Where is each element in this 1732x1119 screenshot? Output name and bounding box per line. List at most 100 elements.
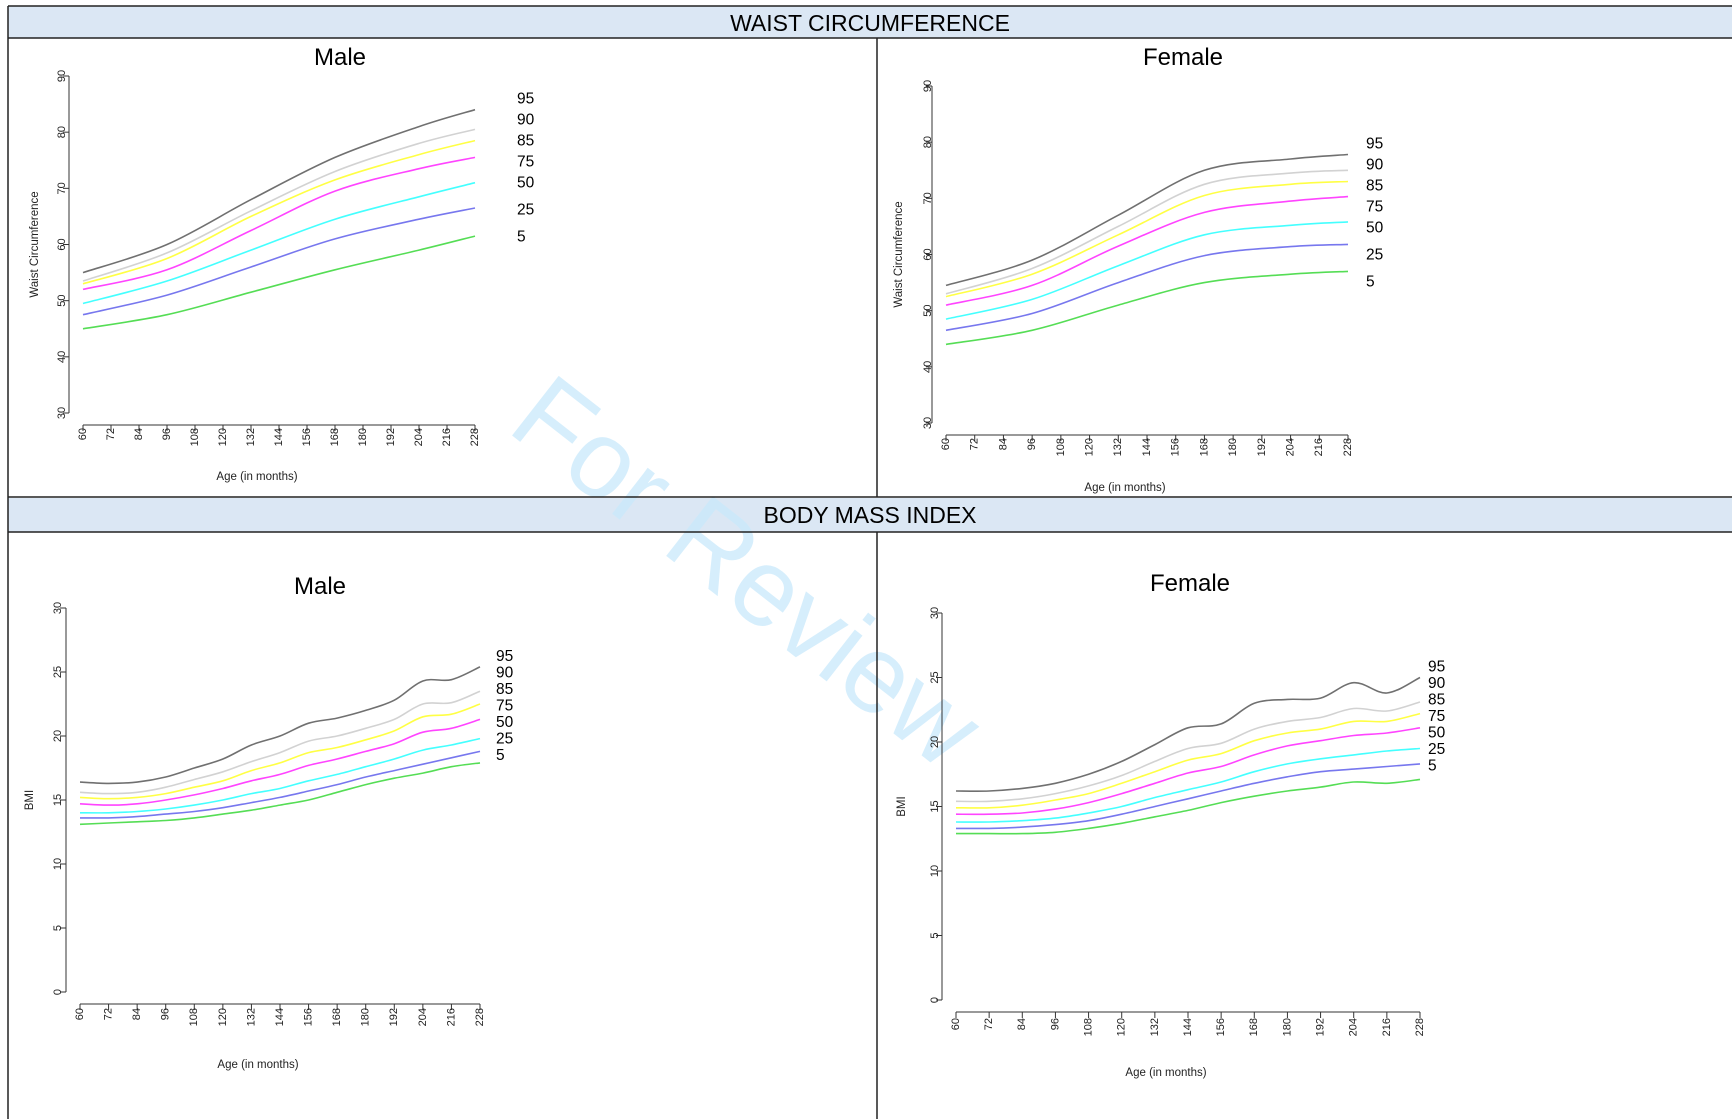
x-tick-label: 60 — [940, 438, 952, 450]
percentile-label: 90 — [496, 664, 514, 681]
y-tick-label: 30 — [929, 607, 941, 619]
y-tick-label: 90 — [922, 80, 934, 92]
chart-waist-male: Male 30 40 50 60 70 80 90 60 72 84 96 108 120 132 144 15… — [29, 44, 535, 483]
series-line-p90 — [955, 701, 1421, 803]
x-tick-label: 108 — [1082, 1018, 1094, 1036]
percentile-label: 5 — [1428, 758, 1437, 775]
x-tick-label: 132 — [1149, 1018, 1161, 1036]
series-line-p50 — [955, 747, 1421, 823]
y-tick-label: 70 — [922, 192, 934, 204]
y-tick-label: 5 — [52, 925, 64, 931]
series-line-p5 — [82, 235, 476, 330]
chart-bmi-female: Female 0 5 10 15 20 25 30 60 72 84 96 108 120 132 144 15… — [896, 570, 1446, 1079]
series-line-p75 — [945, 195, 1349, 306]
x-tick-label: 132 — [1112, 438, 1124, 456]
x-tick-label: 168 — [331, 1008, 343, 1026]
x-tick-label: 120 — [1116, 1018, 1128, 1036]
y-tick-label: 30 — [56, 407, 68, 419]
series-line-p75 — [82, 156, 476, 291]
series-line-p85 — [79, 703, 481, 800]
x-tick-label: 180 — [357, 428, 369, 446]
x-tick-label: 96 — [1026, 438, 1038, 450]
percentile-label: 5 — [496, 747, 505, 764]
x-tick-label: 108 — [189, 428, 201, 446]
percentile-label: 85 — [517, 133, 534, 150]
percentile-label: 90 — [1366, 157, 1384, 174]
section-title-bmi: BODY MASS INDEX — [763, 502, 976, 528]
header-bar-bmi — [8, 498, 1732, 532]
y-axis-label: Waist Circumference — [893, 201, 905, 307]
percentile-label: 95 — [496, 648, 513, 665]
chart-title: Male — [294, 573, 346, 600]
x-axis-label: Age (in months) — [217, 1059, 298, 1071]
percentile-label: 75 — [496, 697, 513, 714]
x-tick-label: 60 — [950, 1018, 962, 1030]
percentile-label: 50 — [496, 714, 514, 731]
x-tick-label: 204 — [1284, 438, 1296, 456]
x-tick-label: 180 — [1281, 1018, 1293, 1036]
y-tick-label: 10 — [52, 858, 64, 870]
series-line-p95 — [82, 108, 476, 274]
y-tick-label: 60 — [922, 248, 934, 260]
chart-bmi-male: Male 0 5 10 15 20 25 30 60 72 84 96 108 120 132 144 156 1… — [24, 573, 514, 1071]
y-tick-label: 50 — [922, 305, 934, 317]
x-tick-label: 72 — [983, 1018, 995, 1030]
y-tick-label: 50 — [56, 295, 68, 307]
chart-waist-female: Female 30 40 50 60 70 80 90 60 72 84 96 108 120 132 144… — [893, 44, 1384, 494]
x-tick-label: 84 — [1016, 1018, 1028, 1030]
percentile-label: 95 — [1366, 136, 1383, 153]
percentile-label: 25 — [496, 730, 513, 747]
x-tick-label: 120 — [217, 1008, 229, 1026]
x-tick-label: 72 — [105, 428, 117, 440]
x-tick-label: 144 — [273, 428, 285, 446]
series-line-p85 — [82, 139, 476, 285]
y-tick-label: 15 — [929, 800, 941, 812]
x-tick-label: 192 — [385, 428, 397, 446]
y-axis-label: BMI — [896, 796, 908, 816]
y-tick-label: 80 — [922, 136, 934, 148]
percentile-label: 95 — [517, 91, 534, 108]
x-tick-label: 216 — [445, 1008, 457, 1026]
y-tick-label: 15 — [52, 794, 64, 806]
series-line-p90 — [945, 169, 1349, 295]
series-line-p25 — [955, 763, 1421, 830]
percentile-label: 85 — [1428, 692, 1445, 709]
y-tick-label: 40 — [56, 351, 68, 363]
series-line-p50 — [79, 737, 481, 814]
series-line-p95 — [945, 153, 1349, 287]
percentile-label: 75 — [1428, 708, 1445, 725]
y-tick-label: 30 — [922, 417, 934, 429]
x-tick-label: 216 — [1313, 438, 1325, 456]
x-tick-label: 216 — [1381, 1018, 1393, 1036]
x-tick-label: 120 — [217, 428, 229, 446]
x-tick-label: 144 — [1141, 438, 1153, 456]
percentile-label: 85 — [496, 681, 513, 698]
series-line-p50 — [945, 221, 1349, 320]
x-tick-label: 228 — [474, 1008, 486, 1026]
percentile-label: 90 — [517, 112, 535, 129]
x-tick-label: 84 — [133, 428, 145, 440]
x-tick-label: 204 — [417, 1008, 429, 1026]
x-tick-label: 216 — [441, 428, 453, 446]
y-tick-label: 20 — [52, 730, 64, 742]
y-tick-label: 40 — [922, 361, 934, 373]
x-tick-label: 156 — [302, 1008, 314, 1026]
series-line-p95 — [955, 676, 1421, 792]
series-line-p90 — [79, 690, 481, 795]
percentile-label: 25 — [517, 202, 534, 219]
x-tick-label: 168 — [1198, 438, 1210, 456]
x-tick-label: 156 — [301, 428, 313, 446]
x-axis-label: Age (in months) — [1125, 1067, 1206, 1079]
section-title-waist: WAIST CIRCUMFERENCE — [730, 10, 1010, 36]
x-tick-label: 156 — [1215, 1018, 1227, 1036]
x-tick-label: 156 — [1170, 438, 1182, 456]
series-line-p50 — [82, 181, 476, 305]
percentile-label: 5 — [1366, 274, 1375, 291]
chart-title: Female — [1143, 44, 1223, 71]
percentile-label: 95 — [1428, 659, 1445, 676]
x-tick-label: 192 — [1314, 1018, 1326, 1036]
percentile-label: 25 — [1428, 741, 1445, 758]
y-tick-label: 0 — [52, 989, 64, 995]
y-tick-label: 90 — [56, 70, 68, 82]
